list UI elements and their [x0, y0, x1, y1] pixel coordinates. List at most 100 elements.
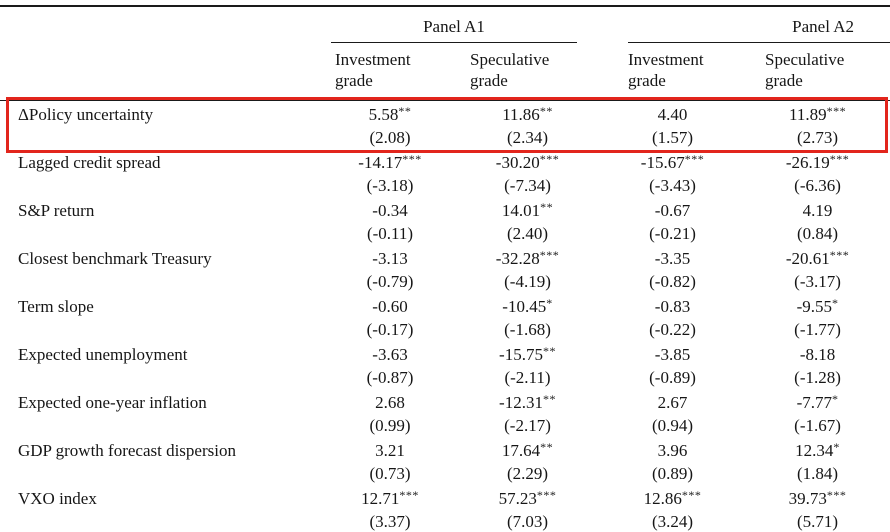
row-label-spacer	[0, 174, 325, 197]
coefficient-cell: 11.86**	[502, 104, 553, 124]
coefficient-row: GDP growth forecast dispersion 3.21 17.64*…	[0, 437, 890, 462]
coefficient-cell: 4.40	[657, 105, 688, 124]
col-header-a2-investment-grade: Investment grade	[600, 43, 746, 101]
row-label: Expected unemployment	[18, 345, 188, 364]
col-header-a2-speculative-grade: Speculative grade	[745, 43, 890, 101]
coefficient-cell: 17.64**	[501, 440, 554, 460]
row-label: Expected one-year inflation	[18, 393, 207, 412]
column-header-row: Investment grade Speculative grade Inves…	[0, 43, 890, 101]
significance-stars: ***	[681, 488, 702, 503]
tstat-cell: (-3.17)	[794, 272, 841, 291]
coefficient-cell: -0.67	[654, 201, 691, 220]
table-body: ΔPolicy uncertainty 5.58** 11.86** 4.40 11.8…	[0, 101, 890, 532]
coefficient-row: ΔPolicy uncertainty 5.58** 11.86** 4.40 11.8…	[0, 101, 890, 127]
tstat-row: (-0.87) (-2.11) (-0.89) (-1.28)	[0, 366, 890, 389]
coefficient-cell: 3.96	[657, 441, 688, 460]
coefficient-row: Expected one-year inflation 2.68 -12.31** 2…	[0, 389, 890, 414]
significance-stars: ***	[539, 152, 560, 167]
coefficient-cell: 39.73***	[788, 488, 847, 508]
coefficient-cell: 5.58**	[368, 104, 412, 124]
tstat-row: (-0.79) (-4.19) (-0.82) (-3.17)	[0, 270, 890, 293]
tstat-row: (3.37) (7.03) (3.24) (5.71)	[0, 510, 890, 532]
panel-a2-cell: Panel A2	[600, 6, 890, 43]
panel-a2-header: Panel A2	[628, 17, 890, 43]
tstat-cell: (3.37)	[369, 512, 411, 531]
tstat-cell: (-0.82)	[649, 272, 696, 291]
coefficient-cell: 2.67	[657, 393, 688, 412]
significance-stars: **	[398, 104, 412, 119]
significance-stars: ***	[826, 488, 847, 503]
tstat-cell: (-0.21)	[649, 224, 696, 243]
tstat-cell: (-0.22)	[649, 320, 696, 339]
row-label: Closest benchmark Treasury	[18, 249, 212, 268]
coefficient-row: Closest benchmark Treasury -3.13 -32.28***…	[0, 245, 890, 270]
col-header-a1-investment-grade: Investment grade	[325, 43, 455, 101]
coefficient-cell: 4.19	[802, 201, 833, 220]
row-label-spacer	[0, 366, 325, 389]
coefficient-cell: -7.77*	[796, 392, 839, 412]
significance-stars: ***	[536, 488, 557, 503]
tstat-cell: (0.89)	[651, 464, 694, 483]
coefficient-cell: 3.21	[375, 441, 405, 460]
coefficient-cell: 2.68	[375, 393, 405, 412]
tstat-cell: (3.24)	[651, 512, 694, 531]
coefficient-cell: 12.34*	[795, 440, 840, 460]
tstat-row: (-3.18) (-7.34) (-3.43) (-6.36)	[0, 174, 890, 197]
coefficient-cell: 14.01**	[501, 200, 554, 220]
coefficient-cell: -9.55*	[796, 296, 839, 316]
tstat-cell: (-0.17)	[366, 320, 414, 339]
panel-header-spacer	[0, 6, 325, 43]
tstat-cell: (-1.67)	[794, 416, 841, 435]
row-label: Lagged credit spread	[18, 153, 161, 172]
tstat-cell: (-6.36)	[794, 176, 841, 195]
tstat-cell: (2.08)	[369, 128, 411, 147]
coefficient-cell: -0.60	[372, 297, 408, 316]
row-label-spacer	[0, 318, 325, 341]
tstat-cell: (2.73)	[796, 128, 839, 147]
significance-stars: ***	[829, 248, 850, 263]
significance-stars: **	[539, 104, 553, 119]
coefficient-cell: -26.19***	[785, 152, 850, 172]
tstat-row: (-0.17) (-1.68) (-0.22) (-1.77)	[0, 318, 890, 341]
tstat-cell: (-0.87)	[366, 368, 414, 387]
panel-a1-header: Panel A1	[331, 17, 578, 43]
tstat-cell: (1.57)	[651, 128, 694, 147]
significance-stars: ***	[684, 152, 705, 167]
coefficient-cell: 12.86***	[643, 488, 702, 508]
significance-stars: ***	[829, 152, 850, 167]
coefficient-cell: -30.20***	[495, 152, 560, 172]
coefficient-cell: 12.71***	[361, 488, 419, 508]
tstat-cell: (2.34)	[506, 128, 549, 147]
significance-stars: **	[540, 200, 554, 215]
significance-stars: **	[542, 344, 556, 359]
row-label-spacer	[0, 126, 325, 149]
significance-stars: **	[540, 440, 554, 455]
row-label-spacer	[0, 414, 325, 437]
significance-stars: **	[542, 392, 556, 407]
significance-stars: ***	[402, 152, 422, 167]
row-label: VXO index	[18, 489, 97, 508]
coefficient-cell: -14.17***	[358, 152, 422, 172]
significance-stars: ***	[826, 104, 847, 119]
tstat-cell: (2.29)	[506, 464, 549, 483]
row-label: ΔPolicy uncertainty	[18, 105, 154, 124]
regression-table: Panel A1 Panel A2 Investment grade Specu…	[0, 5, 890, 532]
significance-stars: ***	[539, 248, 560, 263]
coefficient-cell: -10.45*	[502, 296, 553, 316]
tstat-cell: (-1.68)	[504, 320, 551, 339]
coefficient-cell: -0.34	[372, 201, 408, 220]
tstat-row: (0.73) (2.29) (0.89) (1.84)	[0, 462, 890, 485]
tstat-cell: (2.40)	[506, 224, 549, 243]
tstat-cell: (0.94)	[651, 416, 694, 435]
tstat-cell: (-2.17)	[504, 416, 551, 435]
tstat-cell: (0.84)	[796, 224, 839, 243]
significance-stars: *	[831, 296, 839, 311]
significance-stars: *	[833, 440, 840, 455]
significance-stars: *	[831, 392, 839, 407]
coefficient-row: Lagged credit spread -14.17*** -30.20*** -1…	[0, 149, 890, 174]
coefficient-cell: -3.13	[372, 249, 408, 268]
coefficient-cell: -8.18	[799, 345, 836, 364]
coefficient-cell: -15.67***	[640, 152, 705, 172]
significance-stars: ***	[399, 488, 419, 503]
